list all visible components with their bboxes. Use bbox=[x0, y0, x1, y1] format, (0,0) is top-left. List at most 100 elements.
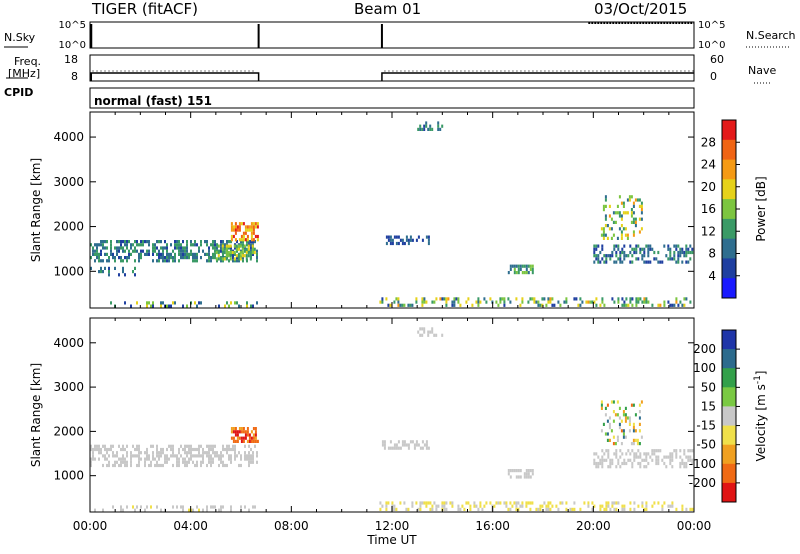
echo-cell bbox=[122, 266, 124, 270]
colorbar-tick-label: -50 bbox=[696, 438, 716, 452]
echo-cell bbox=[591, 501, 594, 505]
echo-cell bbox=[130, 243, 132, 247]
echo-cell bbox=[138, 454, 140, 458]
echo-cell bbox=[250, 246, 252, 250]
echo-cell bbox=[495, 501, 498, 505]
echo-cell bbox=[160, 454, 162, 458]
echo-cell bbox=[90, 460, 92, 464]
x-tick-label: 00:00 bbox=[73, 519, 108, 533]
echo-cell bbox=[628, 195, 631, 199]
echo-cell bbox=[483, 504, 486, 508]
echo-cell bbox=[156, 259, 158, 263]
echo-cell bbox=[595, 257, 598, 261]
echo-cell bbox=[645, 260, 648, 264]
echo-cell bbox=[142, 243, 144, 247]
echo-cell bbox=[128, 252, 130, 256]
echo-cell bbox=[176, 463, 178, 468]
echo-cell bbox=[513, 267, 516, 271]
power-echo-region bbox=[230, 222, 259, 242]
echo-cell bbox=[485, 501, 488, 505]
echo-cell bbox=[136, 249, 138, 253]
echo-cell bbox=[132, 249, 134, 253]
echo-cell bbox=[431, 127, 434, 131]
echo-cell bbox=[152, 243, 154, 247]
echo-cell bbox=[144, 463, 146, 468]
echo-cell bbox=[383, 446, 386, 450]
echo-cell bbox=[256, 249, 258, 253]
echo-cell bbox=[254, 234, 257, 239]
echo-cell bbox=[605, 507, 608, 511]
echo-cell bbox=[182, 304, 184, 308]
echo-cell bbox=[537, 303, 540, 307]
echo-cell bbox=[529, 501, 532, 505]
echo-cell bbox=[90, 463, 92, 468]
echo-cell bbox=[435, 333, 438, 337]
echo-cell bbox=[94, 508, 96, 512]
echo-cell bbox=[192, 447, 194, 452]
echo-cell bbox=[545, 507, 548, 511]
echo-cell bbox=[252, 460, 254, 464]
echo-cell bbox=[124, 249, 126, 253]
echo-cell bbox=[613, 452, 616, 456]
echo-cell bbox=[158, 256, 160, 260]
cpid-label: CPID bbox=[4, 86, 34, 99]
echo-cell bbox=[513, 501, 516, 505]
echo-cell bbox=[395, 446, 398, 450]
echo-cell bbox=[641, 247, 644, 251]
echo-cell bbox=[593, 504, 596, 508]
echo-cell bbox=[144, 508, 146, 512]
echo-cell bbox=[178, 457, 180, 461]
echo-cell bbox=[637, 244, 640, 248]
echo-cell bbox=[573, 507, 576, 511]
echo-cell bbox=[234, 252, 236, 256]
echo-cell bbox=[417, 507, 420, 511]
echo-cell bbox=[166, 457, 168, 461]
echo-cell bbox=[190, 249, 192, 253]
echo-cell bbox=[132, 444, 134, 448]
echo-cell bbox=[245, 254, 248, 258]
echo-cell bbox=[126, 256, 128, 260]
echo-cell bbox=[216, 243, 218, 247]
echo-cell bbox=[180, 256, 182, 260]
echo-cell bbox=[395, 241, 398, 246]
echo-cell bbox=[405, 238, 408, 242]
echo-cell bbox=[557, 300, 560, 304]
echo-cell bbox=[128, 249, 130, 253]
echo-cell bbox=[429, 124, 432, 128]
echo-cell bbox=[200, 243, 202, 247]
echo-cell bbox=[146, 301, 148, 305]
echo-cell bbox=[437, 121, 440, 125]
echo-cell bbox=[673, 250, 676, 255]
colorbar-frame bbox=[721, 329, 737, 503]
echo-cell bbox=[190, 454, 192, 458]
echo-cell bbox=[228, 447, 230, 452]
echo-cell bbox=[110, 301, 112, 305]
echo-cell bbox=[210, 463, 212, 468]
echo-cell bbox=[252, 439, 255, 443]
echo-cell bbox=[164, 240, 166, 244]
echo-cell bbox=[677, 303, 680, 307]
echo-cell bbox=[240, 505, 242, 509]
echo-cell bbox=[235, 244, 238, 248]
echo-cell bbox=[222, 460, 224, 464]
echo-cell bbox=[206, 240, 208, 244]
echo-cell bbox=[671, 452, 674, 456]
echo-cell bbox=[411, 440, 414, 444]
echo-cell bbox=[427, 235, 430, 239]
echo-cell bbox=[631, 449, 634, 453]
echo-cell bbox=[655, 455, 658, 459]
echo-cell bbox=[92, 447, 94, 452]
echo-cell bbox=[210, 457, 212, 461]
echo-cell bbox=[595, 452, 598, 456]
echo-cell bbox=[198, 249, 200, 253]
echo-cell bbox=[561, 501, 564, 505]
echo-cell bbox=[673, 244, 676, 248]
echo-cell bbox=[451, 501, 454, 505]
echo-cell bbox=[605, 260, 608, 264]
echo-cell bbox=[90, 266, 92, 270]
echo-cell bbox=[164, 454, 166, 458]
echo-cell bbox=[685, 507, 688, 511]
echo-cell bbox=[619, 465, 622, 469]
echo-cell bbox=[611, 250, 614, 255]
echo-cell bbox=[583, 501, 586, 505]
